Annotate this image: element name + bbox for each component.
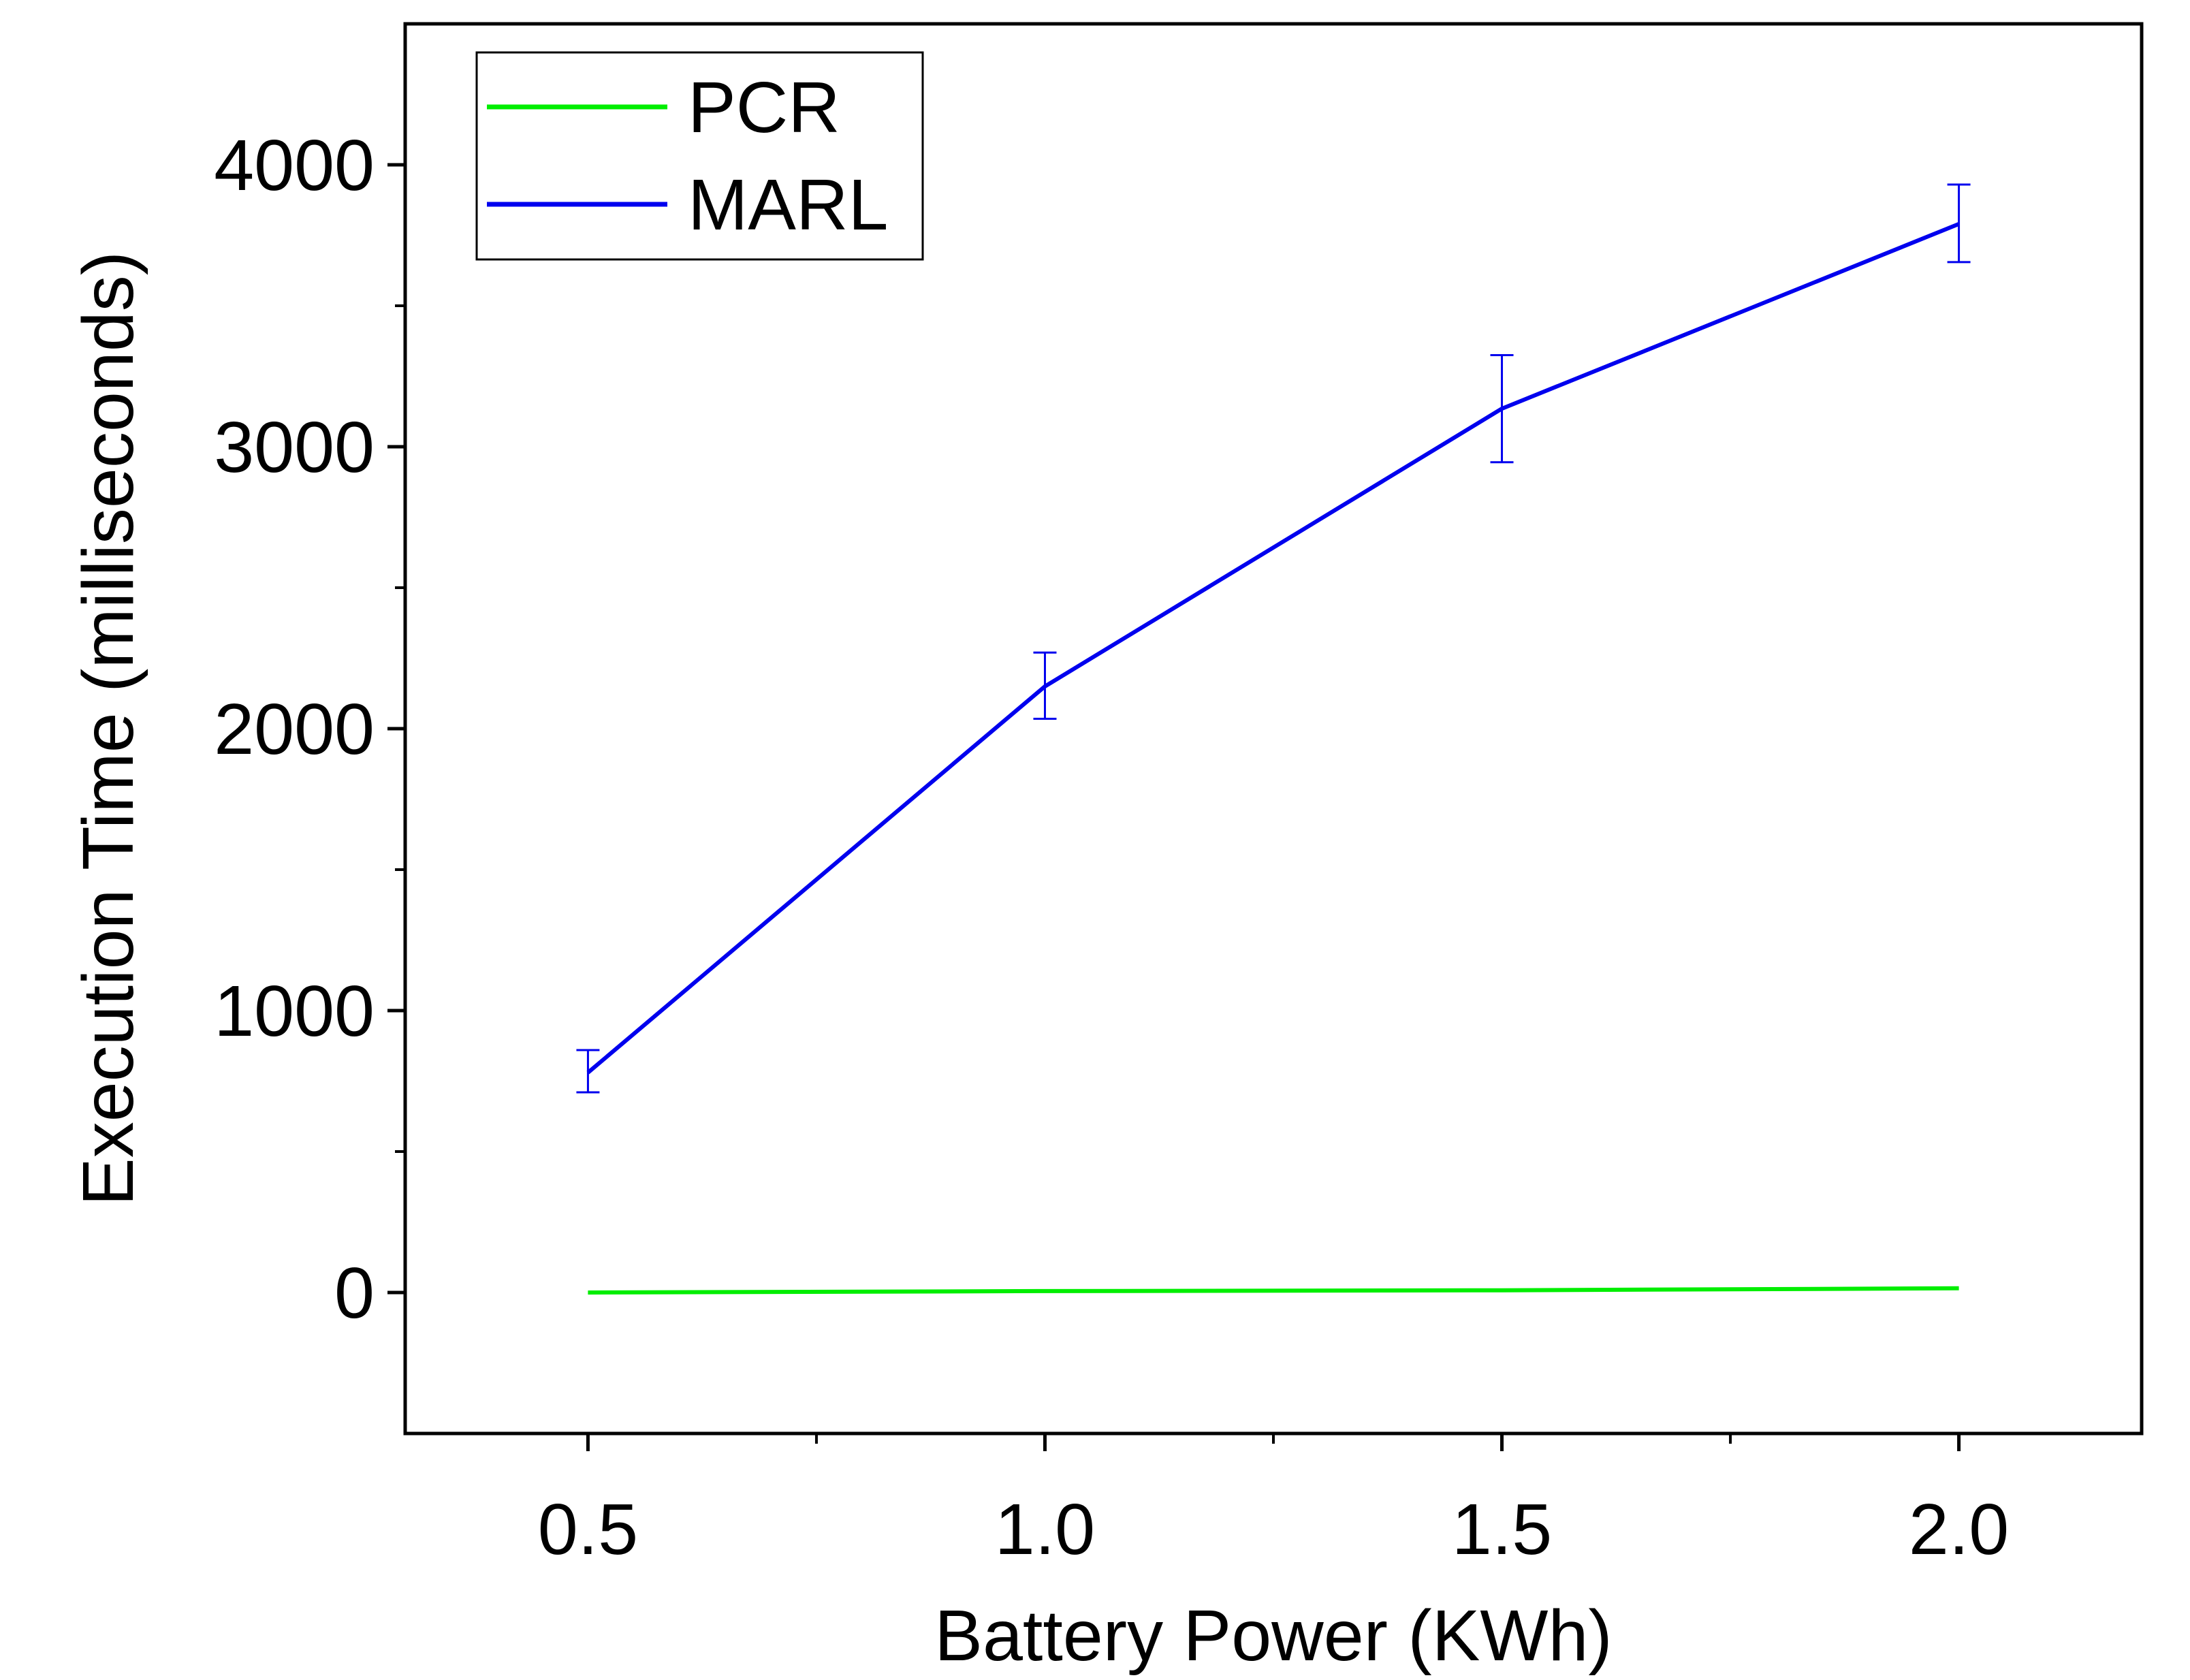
x-axis-label: Battery Power (KWh) [934, 1596, 1612, 1676]
series-layer [576, 183, 1971, 1295]
x-tick-label: 0.5 [538, 1489, 638, 1570]
error-bar-marl [576, 1049, 600, 1094]
legend-label-pcr: PCR [688, 67, 840, 148]
error-bar-marl [1033, 651, 1057, 720]
y-axis-label: Execution Time (milliseconds) [68, 251, 148, 1206]
legend-label-marl: MARL [688, 165, 889, 245]
y-tick-label: 1000 [214, 971, 375, 1051]
legend-box [475, 51, 924, 261]
error-bar-marl [1490, 353, 1514, 464]
series-pcr [588, 1286, 1959, 1295]
error-bar-marl [1947, 183, 1971, 264]
y-tick-label: 2000 [214, 689, 375, 770]
x-tick-label: 2.0 [1909, 1489, 2009, 1570]
y-tick-label: 0 [334, 1253, 375, 1333]
y-axis-ticks: 0 1000 2000 3000 4000 [214, 125, 405, 1333]
plot-frame [403, 22, 2144, 1436]
legend: PCR MARL [475, 51, 924, 261]
series-line-marl [586, 222, 1960, 1075]
x-tick-label: 1.0 [995, 1489, 1095, 1570]
x-axis-ticks: 0.5 1.0 1.5 2.0 [538, 1433, 2009, 1570]
x-tick-label: 1.5 [1452, 1489, 1552, 1570]
series-marl [576, 183, 1971, 1094]
y-tick-label: 4000 [214, 125, 375, 206]
series-line-pcr [588, 1286, 1959, 1295]
y-tick-label: 3000 [214, 407, 375, 488]
